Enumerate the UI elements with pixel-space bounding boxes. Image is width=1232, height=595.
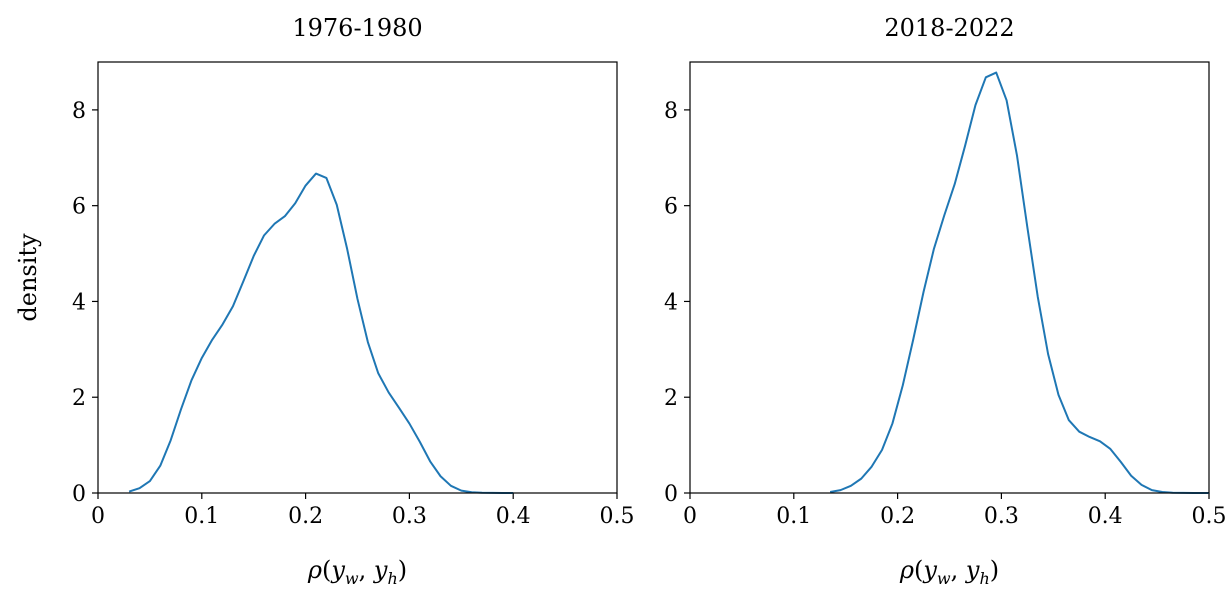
x-tick-label: 0.4 [496, 504, 531, 529]
y-tick-label: 4 [664, 290, 678, 315]
panel-title: 1976-1980 [292, 14, 422, 42]
x-axis-title: ρ(yw, yh) [899, 556, 999, 588]
panel-2: 2018-2022 0 0.1 0.2 0.3 0.4 0.5 0 2 4 6 8 ρ(yw, yh) [664, 14, 1227, 588]
y-tick-label: 6 [72, 195, 86, 220]
plot-frame [689, 61, 1210, 494]
y-tick-label: 6 [664, 195, 678, 220]
x-tick-label: 0.3 [392, 504, 427, 529]
x-axis-title: ρ(yw, yh) [307, 556, 407, 588]
x-tick-label: 0.2 [880, 504, 915, 529]
y-tick-label: 4 [72, 290, 86, 315]
density-line [128, 172, 514, 494]
x-tick-label: 0.3 [984, 504, 1019, 529]
y-tick-label: 8 [72, 99, 86, 124]
plot-frame [97, 61, 618, 494]
x-tick-label: 0.4 [1088, 504, 1123, 529]
x-tick-label: 0.1 [184, 504, 219, 529]
panel-1: 1976-1980 0 0.1 0.2 0.3 0.4 0.5 0 2 4 6 8 ρ(yw, yh) d… [14, 14, 635, 588]
x-tick-label: 0.1 [776, 504, 811, 529]
density-line [829, 71, 1209, 494]
y-tick-label: 2 [72, 386, 86, 411]
y-tick-label: 0 [664, 482, 678, 507]
x-tick-label: 0 [91, 504, 105, 529]
x-tick-label: 0.5 [600, 504, 635, 529]
y-tick-label: 8 [664, 99, 678, 124]
x-tick-label: 0 [683, 504, 697, 529]
y-axis-title: density [14, 233, 42, 322]
panel-title: 2018-2022 [884, 14, 1014, 42]
x-tick-label: 0.2 [288, 504, 323, 529]
y-tick-label: 2 [664, 386, 678, 411]
x-tick-label: 0.5 [1192, 504, 1227, 529]
y-tick-label: 0 [72, 482, 86, 507]
